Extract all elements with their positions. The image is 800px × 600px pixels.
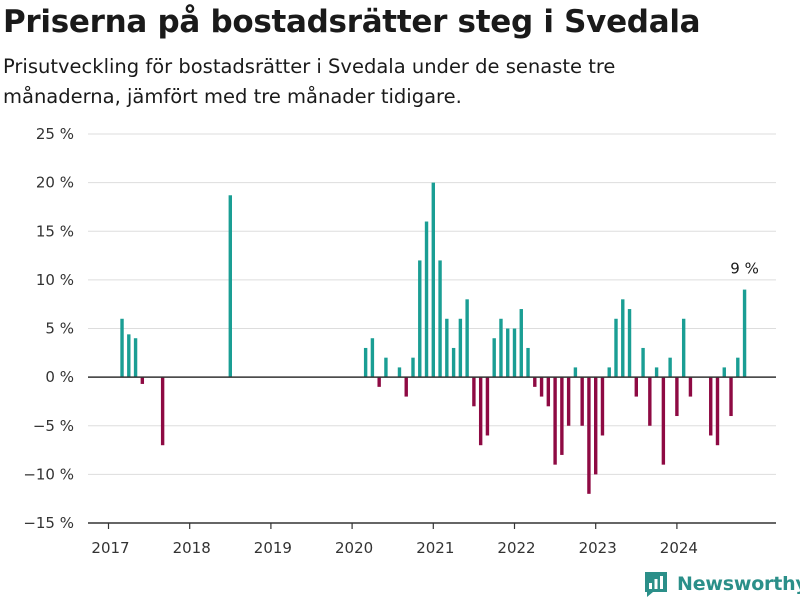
y-tick-label: 0 % xyxy=(45,368,74,386)
bar-2020-06 xyxy=(384,357,388,378)
x-tick-label: 2018 xyxy=(173,539,211,557)
bar-2022-12 xyxy=(587,377,591,494)
bar-2018-07 xyxy=(228,195,232,378)
bar-2022-08 xyxy=(560,377,564,455)
x-tick-label: 2022 xyxy=(497,539,535,557)
x-tick-label: 2023 xyxy=(579,539,617,557)
bar-2022-05 xyxy=(539,377,544,397)
bar-2021-05 xyxy=(458,318,463,378)
bar-2024-03 xyxy=(688,377,693,397)
bar-2017-05 xyxy=(133,338,138,378)
bar-2017-03 xyxy=(120,318,124,378)
chart-subtitle: Prisutveckling för bostadsrätter i Sveda… xyxy=(3,55,616,108)
last-value-annotation: 9 % xyxy=(730,260,759,278)
bar-2017-09 xyxy=(160,377,165,446)
bar-2022-07 xyxy=(553,377,557,465)
bar-2021-02 xyxy=(438,260,442,378)
bar-2020-08 xyxy=(397,367,402,378)
bar-2021-04 xyxy=(451,347,456,378)
bar-2023-11 xyxy=(661,377,666,465)
y-tick-label: −10 % xyxy=(23,465,74,483)
y-tick-label: 10 % xyxy=(36,271,74,289)
bar-2021-07 xyxy=(472,377,476,407)
y-tick-label: 15 % xyxy=(36,222,74,240)
bar-2024-08 xyxy=(722,367,726,378)
bar-2024-06 xyxy=(709,377,713,436)
bar-2020-10 xyxy=(411,357,415,378)
x-tick-label: 2019 xyxy=(254,539,292,557)
y-tick-label: −5 % xyxy=(33,417,74,435)
x-tick-label: 2021 xyxy=(416,539,454,557)
bar-2024-02 xyxy=(681,318,686,378)
bar-2020-03 xyxy=(363,347,368,378)
chart-title: Priserna på bostadsrätter steg i Svedala xyxy=(3,4,701,40)
bar-2021-08 xyxy=(478,377,483,446)
bar-2022-03 xyxy=(526,347,530,378)
bar-2023-10 xyxy=(654,367,659,378)
x-tick-label: 2020 xyxy=(335,539,373,557)
bar-2024-10 xyxy=(736,357,740,378)
bar-2021-06 xyxy=(465,299,469,378)
bar-2023-06 xyxy=(627,309,632,378)
bar-2021-01 xyxy=(431,182,435,378)
x-tick-label: 2024 xyxy=(660,539,698,557)
bar-2021-11 xyxy=(499,318,503,378)
bar-2023-02 xyxy=(600,377,605,436)
bar-2023-08 xyxy=(641,347,645,378)
bar-2020-04 xyxy=(370,338,375,378)
bar-2021-03 xyxy=(445,318,449,378)
newsworthy-logo-icon xyxy=(645,572,667,597)
bar-2023-05 xyxy=(621,299,625,378)
y-tick-label: 25 % xyxy=(36,125,74,143)
bar-2017-04 xyxy=(127,334,131,378)
brand-logo: Newsworthy xyxy=(643,569,800,599)
brand-name: Newsworthy xyxy=(677,573,800,595)
y-tick-label: 5 % xyxy=(45,320,74,338)
bar-2022-01 xyxy=(512,328,517,378)
bar-2020-12 xyxy=(424,221,429,378)
bar-2023-03 xyxy=(607,367,611,378)
bar-2024-11 xyxy=(742,289,747,378)
bar-2017-06 xyxy=(140,377,145,384)
bar-2021-09 xyxy=(485,377,490,436)
bar-2022-10 xyxy=(573,367,578,378)
bar-2023-01 xyxy=(594,377,598,475)
bar-2022-04 xyxy=(533,377,537,387)
bar-2023-07 xyxy=(634,377,638,397)
bar-2022-02 xyxy=(519,309,523,378)
bar-2020-09 xyxy=(404,377,408,397)
y-tick-label: −15 % xyxy=(23,514,74,532)
bar-2021-10 xyxy=(492,338,496,378)
bar-2023-09 xyxy=(648,377,652,426)
bar-2020-05 xyxy=(377,377,381,387)
bar-2022-09 xyxy=(566,377,571,426)
bar-2023-04 xyxy=(614,318,618,378)
bar-2022-06 xyxy=(546,377,551,407)
bar-2024-07 xyxy=(715,377,720,446)
y-tick-label: 20 % xyxy=(36,174,74,192)
bar-2020-11 xyxy=(418,260,422,378)
bar-2021-12 xyxy=(506,328,510,378)
bar-2024-09 xyxy=(729,377,733,417)
bar-2022-11 xyxy=(580,377,584,426)
bar-2024-01 xyxy=(675,377,679,417)
x-tick-label: 2017 xyxy=(91,539,129,557)
bar-2023-12 xyxy=(668,357,672,378)
